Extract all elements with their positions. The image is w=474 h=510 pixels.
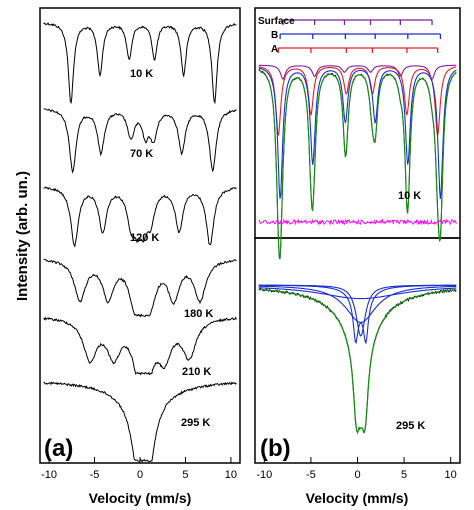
label-295k: 295 K	[181, 417, 210, 429]
x-tick-label: -10	[256, 469, 272, 481]
component-295k	[258, 285, 457, 323]
component-surface	[258, 64, 457, 80]
label-70k: 70 K	[130, 148, 153, 160]
label-b-295k: 295 K	[396, 420, 425, 432]
panel-a-traces	[43, 22, 237, 463]
x-tick-label: 5	[182, 469, 188, 481]
fit-curve-10k	[258, 69, 457, 260]
legend-a: A	[271, 44, 278, 55]
x-axis-label-a: Velocity (mm/s)	[89, 490, 192, 506]
label-10k: 10 K	[130, 68, 153, 80]
trace-180k	[43, 258, 237, 318]
x-tick-label: -5	[306, 469, 316, 481]
y-axis-label: Intensity (arb. un.)	[14, 171, 31, 301]
component-b	[258, 67, 457, 199]
fit-curve-295k	[258, 288, 457, 435]
residual-trace	[258, 218, 457, 226]
panel-b-bottom-frame	[254, 237, 461, 464]
legend-surface: Surface	[258, 16, 295, 27]
legend-b: B	[271, 30, 278, 41]
label-120k: 120 K	[130, 232, 159, 244]
data-trace-10k	[258, 68, 457, 259]
trace-70k	[43, 108, 237, 174]
panel-b-top-frame	[254, 7, 461, 239]
label-b-10k: 10 K	[398, 190, 421, 202]
x-tick-label: -5	[90, 469, 100, 481]
label-210k: 210 K	[182, 366, 211, 378]
trace-210k	[43, 316, 237, 376]
label-180k: 180 K	[184, 308, 213, 320]
x-tick-label: -10	[41, 469, 57, 481]
trace-10k	[43, 22, 237, 105]
x-tick-label: 10	[225, 469, 237, 481]
x-tick-label: 5	[401, 469, 407, 481]
panel-b-x-ticks: -10 -5 0 5 10	[256, 457, 457, 481]
component-295k	[258, 287, 457, 300]
x-tick-label: 0	[137, 469, 143, 481]
trace-295k	[43, 381, 237, 463]
panel-label-b: (b)	[260, 435, 291, 462]
x-tick-label: 0	[354, 469, 360, 481]
panel-b-bottom-plot	[258, 284, 457, 435]
x-axis-label-b: Velocity (mm/s)	[306, 490, 409, 506]
trace-120k	[43, 186, 237, 248]
panel-b-top-plot	[258, 19, 457, 260]
panel-label-a: (a)	[44, 435, 73, 462]
panel-a-x-ticks: -10 -5 0 5 10	[41, 457, 237, 481]
data-trace-295k	[258, 287, 457, 434]
component-295k	[258, 284, 457, 337]
x-tick-label: 10	[445, 469, 457, 481]
component-a	[258, 66, 457, 136]
